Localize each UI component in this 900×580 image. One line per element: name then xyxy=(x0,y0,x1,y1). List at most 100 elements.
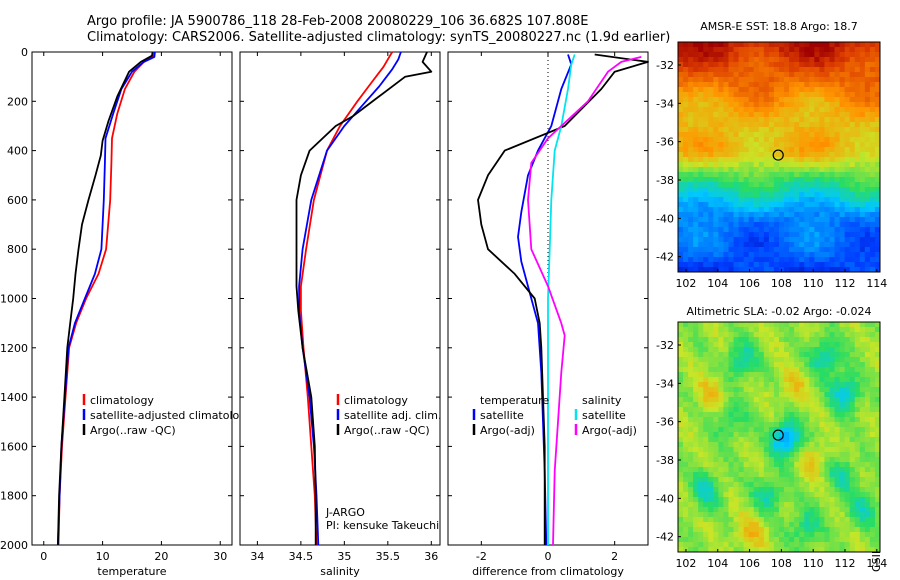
sst-heatmap-cell xyxy=(874,267,881,273)
sst-heatmap-cell xyxy=(839,72,846,78)
sla-heatmap-cell xyxy=(809,512,815,518)
sla-heatmap-cell xyxy=(698,342,704,348)
sst-heatmap-cell xyxy=(874,207,881,213)
sst-heatmap-cell xyxy=(733,192,739,198)
sla-heatmap-cell xyxy=(728,382,734,388)
sla-float-position-marker xyxy=(772,429,784,441)
sla-heatmap-cell xyxy=(839,417,846,423)
sla-heatmap-cell xyxy=(809,497,815,503)
sst-heatmap-cell xyxy=(844,127,851,133)
sst-heatmap-cell xyxy=(779,102,785,108)
sla-heatmap-cell xyxy=(688,377,694,383)
sst-heatmap-cell xyxy=(874,102,881,108)
sla-heatmap-cell xyxy=(708,507,714,513)
sst-heatmap-cell xyxy=(683,167,689,173)
sst-heatmap-cell xyxy=(758,97,765,103)
sst-heatmap-cell xyxy=(688,92,694,98)
sst-heatmap-cell xyxy=(688,267,694,273)
sla-heatmap-cell xyxy=(718,327,724,333)
sst-heatmap-cell xyxy=(809,77,815,83)
sla-heatmap-cell xyxy=(753,477,760,483)
sla-heatmap-cell xyxy=(738,527,745,533)
sst-heatmap-cell xyxy=(849,107,856,113)
sla-heatmap-cell xyxy=(829,467,835,473)
sst-heatmap-cell xyxy=(753,52,760,58)
sla-heatmap-cell xyxy=(839,377,846,383)
sst-heatmap-cell xyxy=(829,107,835,113)
sla-heatmap-cell xyxy=(678,362,684,368)
sla-heatmap-cell xyxy=(874,537,881,543)
sla-heatmap-cell xyxy=(834,472,840,478)
sla-heatmap-cell xyxy=(869,392,876,398)
sla-heatmap-cell xyxy=(733,407,739,413)
sst-heatmap-cell xyxy=(723,197,729,203)
sst-heatmap-cell xyxy=(834,147,840,153)
sla-heatmap-cell xyxy=(804,457,810,463)
sst-heatmap-cell xyxy=(824,122,830,128)
sla-heatmap-cell xyxy=(804,387,810,393)
sla-heatmap-cell xyxy=(768,512,775,518)
sla-heatmap-cell xyxy=(733,322,739,328)
difference-series-salinity-satellite xyxy=(547,54,576,545)
sst-heatmap-cell xyxy=(683,92,689,98)
sst-heatmap-cell xyxy=(683,177,689,183)
sla-heatmap-cell xyxy=(753,352,760,358)
sst-heatmap-cell xyxy=(864,62,871,68)
sst-heatmap-cell xyxy=(849,262,856,268)
sst-heatmap-cell xyxy=(824,47,830,53)
sla-heatmap-cell xyxy=(784,352,790,358)
sla-heatmap-cell xyxy=(693,332,699,338)
sst-heatmap-cell xyxy=(824,147,830,153)
sst-heatmap-cell xyxy=(703,92,709,98)
sla-heatmap-cell xyxy=(804,352,810,358)
sla-heatmap-cell xyxy=(814,357,820,363)
sla-heatmap-cell xyxy=(773,512,780,518)
sla-heatmap-cell xyxy=(819,527,825,533)
sst-heatmap-cell xyxy=(829,232,835,238)
sst-heatmap-cell xyxy=(773,207,780,213)
sst-heatmap-cell xyxy=(854,92,861,98)
sla-heatmap-cell xyxy=(799,487,805,493)
sla-heatmap-cell xyxy=(849,527,856,533)
sst-heatmap-cell xyxy=(819,127,825,133)
sst-heatmap-cell xyxy=(824,97,830,103)
sst-heatmap-cell xyxy=(819,152,825,158)
sla-heatmap-cell xyxy=(743,332,750,338)
sla-heatmap-cell xyxy=(683,332,689,338)
sla-heatmap-cell xyxy=(693,407,699,413)
sst-heatmap-cell xyxy=(733,72,739,78)
sst-heatmap-cell xyxy=(688,262,694,268)
sla-heatmap-cell xyxy=(748,547,755,553)
difference-series-temperature-argo-adj- xyxy=(477,53,649,545)
sst-heatmap-cell xyxy=(703,42,709,48)
sla-heatmap-cell xyxy=(794,362,800,368)
sla-heatmap-cell xyxy=(869,477,876,483)
sst-heatmap-cell xyxy=(824,42,830,48)
sla-heatmap-cell xyxy=(718,332,724,338)
sla-heatmap-cell xyxy=(809,502,815,508)
sla-heatmap-cell xyxy=(703,497,709,503)
sst-heatmap-cell xyxy=(869,132,876,138)
sst-heatmap-cell xyxy=(834,77,840,83)
temperature-y-tick-label: 1600 xyxy=(0,440,28,453)
sla-heatmap-cell xyxy=(824,517,830,523)
sla-heatmap-cell xyxy=(779,507,785,513)
sla-heatmap-cell xyxy=(743,397,750,403)
sla-heatmap-cell xyxy=(849,457,856,463)
sla-heatmap-cell xyxy=(678,532,684,538)
sst-heatmap-cell xyxy=(773,127,780,133)
sst-heatmap-cell xyxy=(718,262,724,268)
sst-heatmap-cell xyxy=(718,187,724,193)
sla-heatmap-cell xyxy=(718,407,724,413)
sla-heatmap-cell xyxy=(718,462,724,468)
sst-heatmap-cell xyxy=(773,122,780,128)
sst-heatmap-cell xyxy=(844,232,851,238)
sst-heatmap-cell xyxy=(688,187,694,193)
sst-heatmap-cell xyxy=(708,232,714,238)
sst-heatmap-cell xyxy=(834,52,840,58)
sla-heatmap-cell xyxy=(768,517,775,523)
sst-heatmap-cell xyxy=(758,232,765,238)
sla-heatmap-cell xyxy=(799,407,805,413)
sst-heatmap-cell xyxy=(799,247,805,253)
sst-heatmap-cell xyxy=(753,187,760,193)
